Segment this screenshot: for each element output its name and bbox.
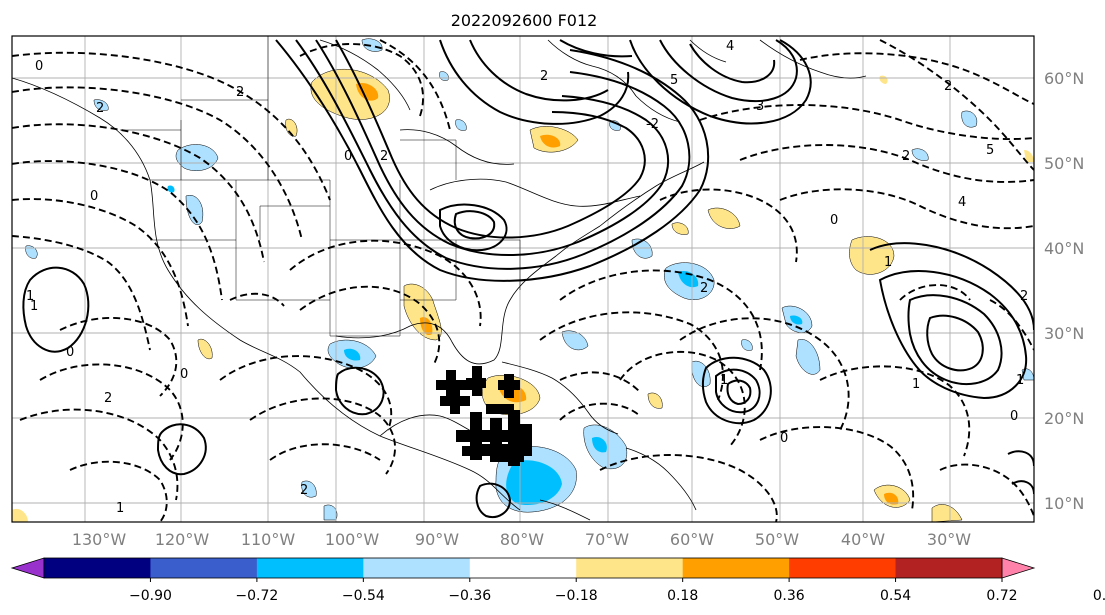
contour-label: 2 bbox=[380, 149, 388, 164]
colorbar-segment bbox=[895, 558, 1003, 578]
contour-label: 1 bbox=[116, 501, 124, 516]
coastlines bbox=[12, 39, 867, 521]
contour-label: 4 bbox=[726, 39, 734, 54]
colorbar-tick-label: −0.36 bbox=[448, 588, 491, 604]
lon-label-40w: 40°W bbox=[841, 530, 885, 549]
colorbar-extend-left bbox=[10, 557, 45, 579]
contour-label: 2 bbox=[236, 85, 244, 100]
lon-label-30w: 30°W bbox=[927, 530, 971, 549]
contour-label: 0 bbox=[780, 431, 788, 446]
contour-label: 5 bbox=[670, 73, 678, 88]
contour-labels: 0 2 4 5 3 1 -2 2 1 0 2 0 2 2 2 0 5 4 2 0… bbox=[26, 39, 1028, 516]
contour-label: -2 bbox=[646, 117, 659, 132]
contour-label: 2 bbox=[96, 101, 104, 116]
colorbar-tick-label: 0.72 bbox=[986, 588, 1017, 604]
contour-label: 3 bbox=[756, 99, 764, 114]
lon-label-70w: 70°W bbox=[585, 530, 629, 549]
latitude-labels: 60°N 50°N 40°N 30°N 20°N 10°N bbox=[1044, 69, 1084, 513]
colorbar-tick-label: 0.36 bbox=[774, 588, 805, 604]
lat-label-30n: 30°N bbox=[1044, 324, 1084, 343]
contour-label: 0 bbox=[35, 59, 43, 74]
contour-label: 0 bbox=[1010, 409, 1018, 424]
colorbar-tick-label: −0.54 bbox=[342, 588, 385, 604]
contour-label: 1 bbox=[912, 377, 920, 392]
colorbar-segment bbox=[363, 558, 471, 578]
contour-label: 1 bbox=[30, 299, 38, 314]
contour-label: 0 bbox=[830, 213, 838, 228]
contour-label: 0 bbox=[66, 345, 74, 360]
colorbar: −0.90 −0.72 −0.54 −0.36 −0.18 0.18 0.36 0.54 0.7… bbox=[10, 557, 1105, 604]
contour-label: 2 bbox=[700, 281, 708, 296]
contour-label: 2 bbox=[104, 391, 112, 406]
contour-label: 1 bbox=[1016, 373, 1024, 388]
contour-label: 0 bbox=[180, 367, 188, 382]
figure-title: 2022092600 F012 bbox=[451, 11, 598, 30]
colorbar-tick-label: 0.18 bbox=[667, 588, 698, 604]
colorbar-frame bbox=[43, 557, 1003, 579]
map-frame bbox=[11, 35, 1035, 523]
colorbar-segment bbox=[44, 558, 151, 578]
map-panel: 0 2 4 5 3 1 -2 2 1 0 2 0 2 2 2 0 5 4 2 0… bbox=[12, 36, 1034, 522]
lat-label-50n: 50°N bbox=[1044, 154, 1084, 173]
contour-label: 2 bbox=[944, 79, 952, 94]
contour-label: 4 bbox=[958, 195, 966, 210]
lat-label-20n: 20°N bbox=[1044, 409, 1084, 428]
lon-label-90w: 90°W bbox=[415, 530, 459, 549]
contour-label: 0 bbox=[344, 149, 352, 164]
contour-label: 2 bbox=[540, 69, 548, 84]
colorbar-tick-label: 0.54 bbox=[880, 588, 911, 604]
colorbar-segment bbox=[576, 558, 684, 578]
colorbar-tick-label: −0.18 bbox=[555, 588, 598, 604]
colorbar-segment bbox=[682, 558, 790, 578]
colorbar-segment bbox=[789, 558, 897, 578]
colorbar-segment bbox=[150, 558, 258, 578]
lon-label-130w: 130°W bbox=[72, 530, 127, 549]
positive-contours bbox=[22, 39, 1034, 518]
lat-label-60n: 60°N bbox=[1044, 69, 1084, 88]
lon-label-50w: 50°W bbox=[755, 530, 799, 549]
lon-label-120w: 120°W bbox=[155, 530, 210, 549]
contour-label: 2 bbox=[1020, 289, 1028, 304]
state-borders bbox=[120, 36, 521, 337]
lat-label-40n: 40°N bbox=[1044, 239, 1084, 258]
colorbar-segment bbox=[256, 558, 364, 578]
contour-label: 2 bbox=[902, 149, 910, 164]
colorbar-tick-label: 0.90 bbox=[1093, 588, 1105, 604]
contour-label: 1 bbox=[26, 289, 34, 304]
contour-label: 5 bbox=[986, 143, 994, 158]
lon-label-60w: 60°W bbox=[670, 530, 714, 549]
lon-label-110w: 110°W bbox=[241, 530, 296, 549]
contour-label: 0 bbox=[90, 189, 98, 204]
contour-label: 1 bbox=[884, 255, 892, 270]
longitude-labels: 130°W 120°W 110°W 100°W 90°W 80°W 70°W 6… bbox=[72, 530, 971, 549]
colorbar-tick-label: −0.72 bbox=[235, 588, 278, 604]
lat-label-10n: 10°N bbox=[1044, 494, 1084, 513]
contour-label: 2 bbox=[300, 483, 308, 498]
lon-label-100w: 100°W bbox=[325, 530, 380, 549]
contour-label: 1 bbox=[720, 373, 728, 388]
colorbar-tick-label: −0.90 bbox=[129, 588, 172, 604]
significance-hatching bbox=[436, 366, 532, 466]
colorbar-extend-right bbox=[1001, 557, 1036, 579]
negative-contours bbox=[12, 39, 1034, 522]
colorbar-segment bbox=[469, 558, 577, 578]
lon-label-80w: 80°W bbox=[500, 530, 544, 549]
